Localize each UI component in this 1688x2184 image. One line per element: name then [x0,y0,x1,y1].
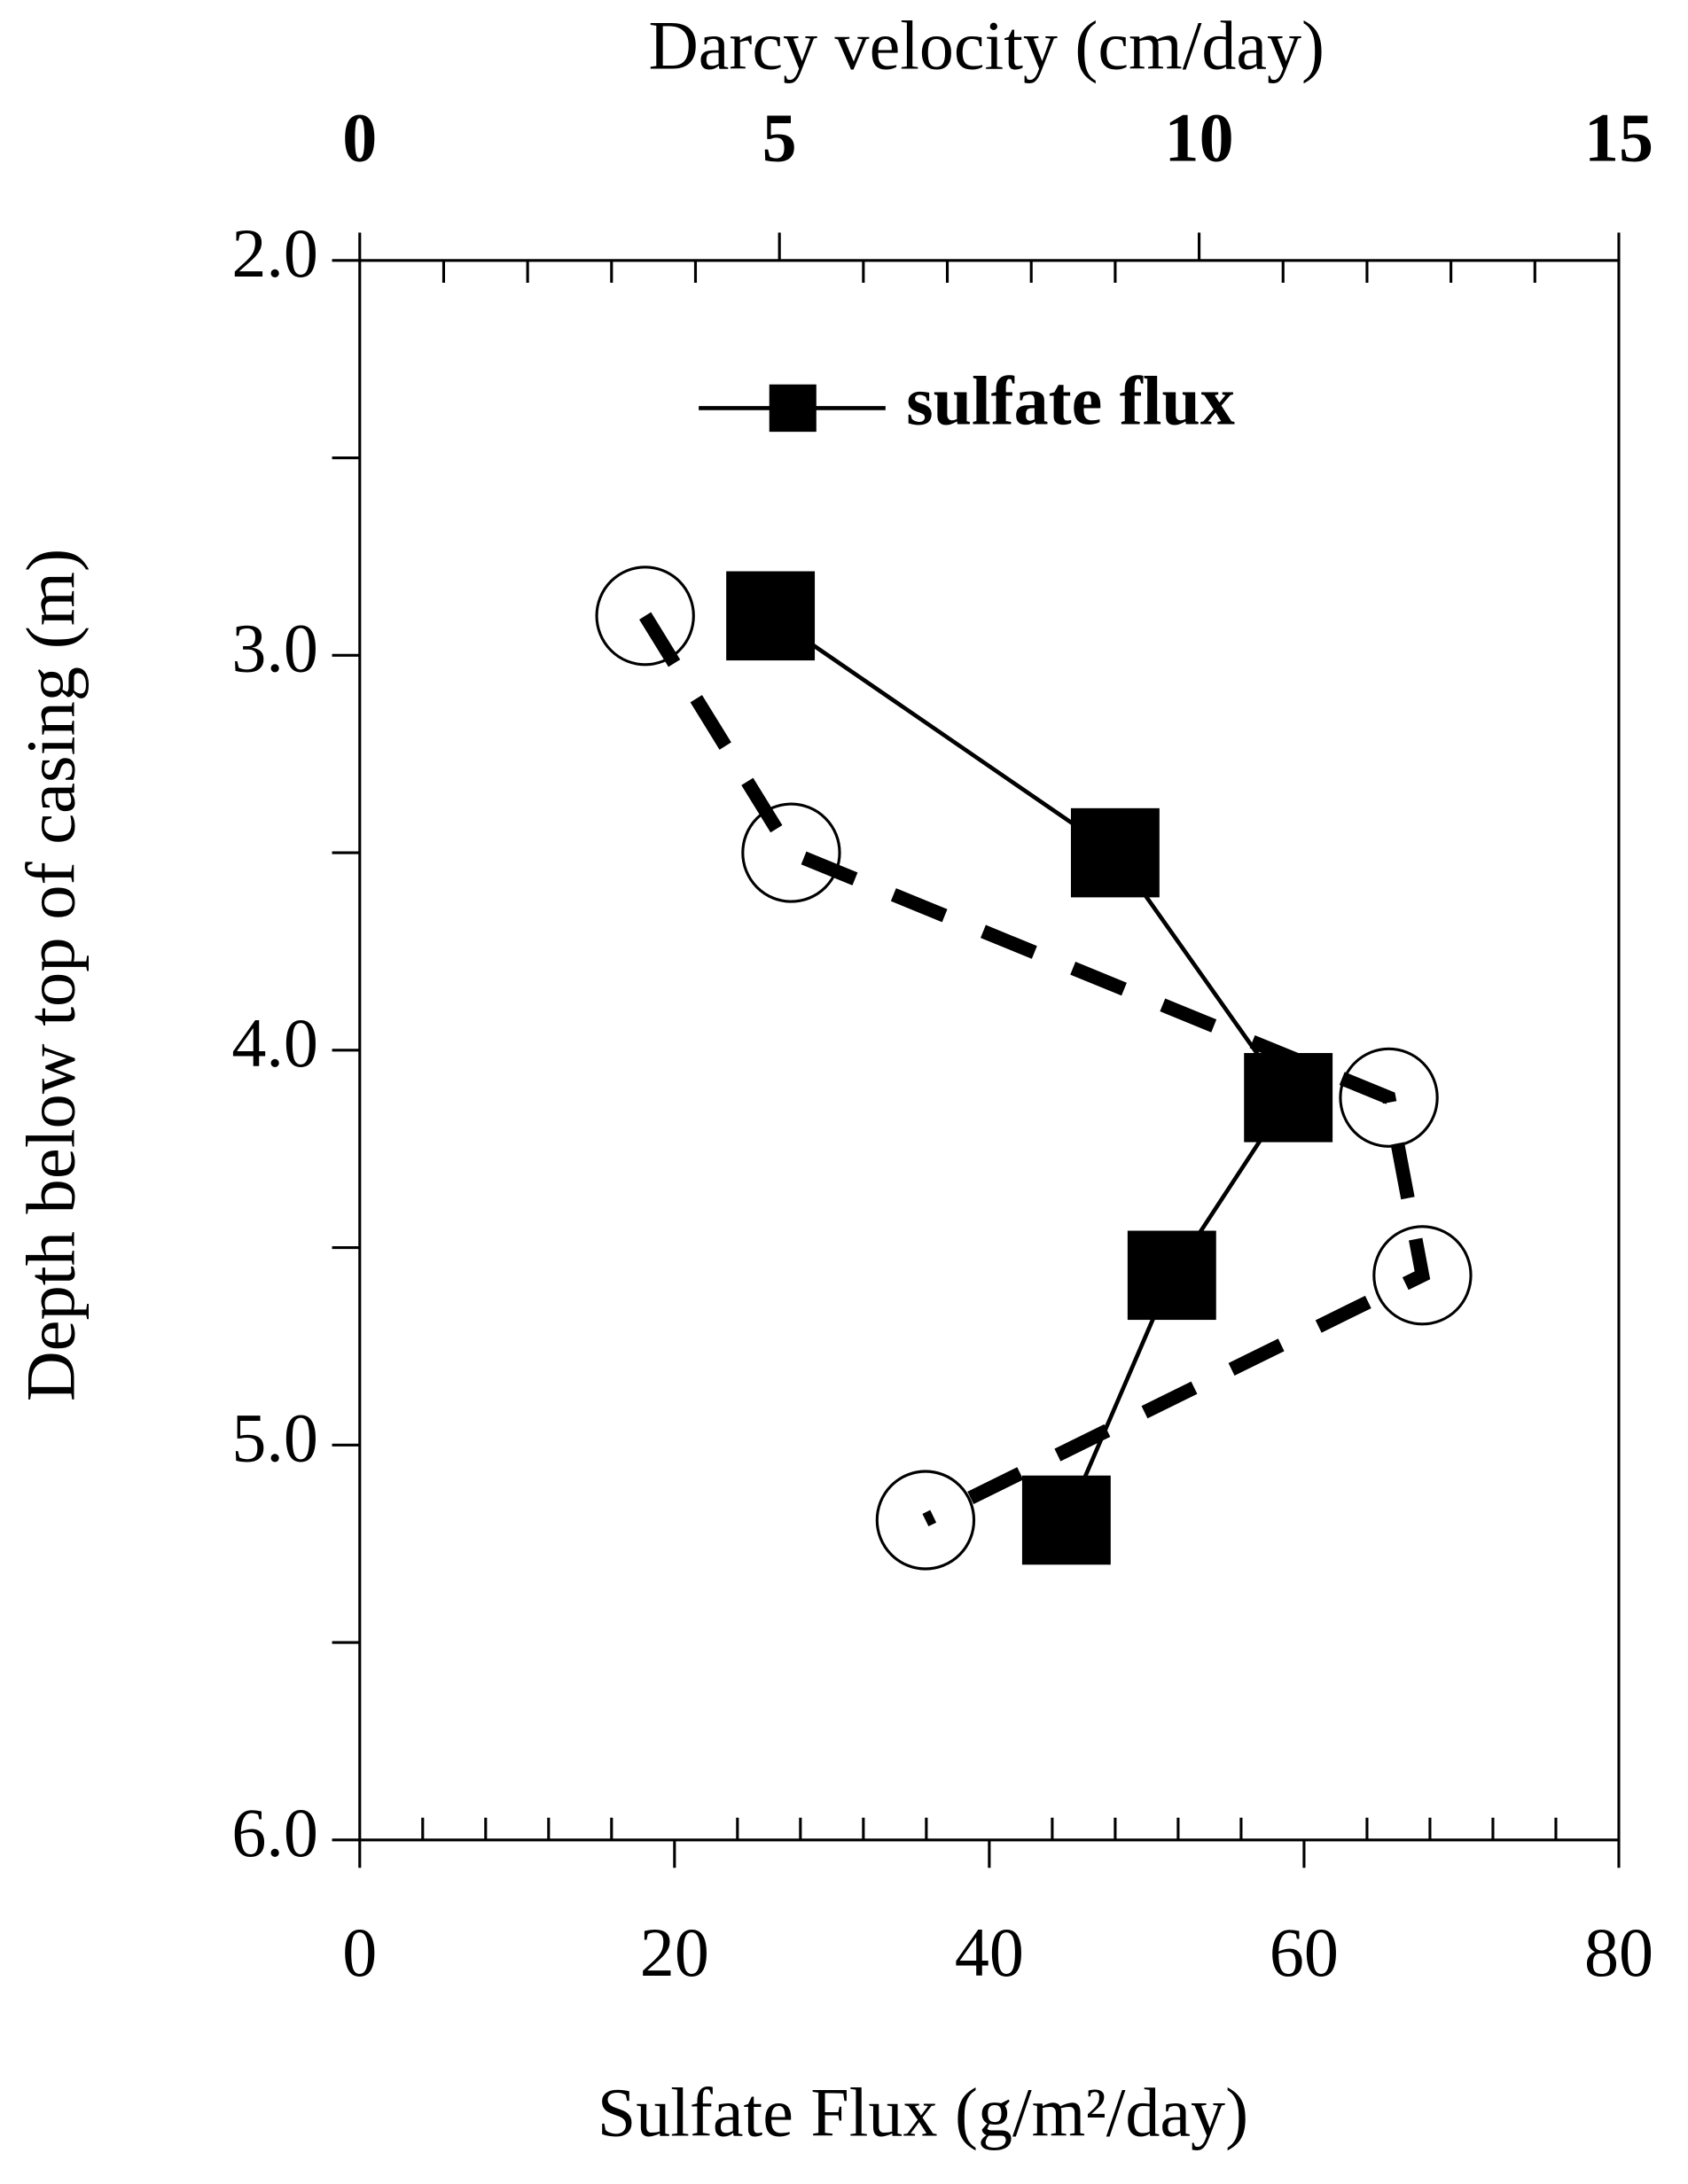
y-tick-label: 6.0 [231,1794,318,1871]
legend-marker [769,384,817,433]
circle-marker [741,802,841,903]
circle-marker [1339,1047,1439,1148]
x2-tick-label: 15 [1584,98,1653,176]
square-marker [726,571,816,661]
x-axis-title: Sulfate Flux (g/m²/day) [598,2074,1248,2151]
y-tick-label: 2.0 [231,214,318,292]
y-tick-label: 4.0 [231,1004,318,1081]
square-marker [1070,807,1160,898]
x-tick-label: 0 [342,1914,377,1991]
legend-label: sulfate flux [906,362,1235,439]
x-tick-label: 60 [1270,1914,1339,1991]
circle-marker [875,1470,976,1571]
circle-marker [1372,1225,1473,1326]
square-marker [1127,1230,1216,1321]
plot-frame [358,259,1621,1842]
x-tick-label: 20 [640,1914,709,1991]
x-tick-label: 80 [1584,1914,1653,1991]
circle-marker [595,566,695,667]
x2-tick-label: 0 [342,98,377,176]
square-marker [1244,1053,1333,1143]
series-line [639,612,1431,1527]
y-tick-label: 5.0 [231,1399,318,1476]
x2-tick-label: 10 [1165,98,1234,176]
y-tick-label: 3.0 [231,609,318,686]
square-marker [1021,1475,1111,1565]
x2-tick-label: 5 [762,98,797,176]
top-axis-title: Darcy velocity (cm/day) [648,7,1325,84]
x-tick-label: 40 [955,1914,1024,1991]
y-axis-title: Depth below top of casing (m) [12,549,90,1401]
series-line [769,613,1292,1521]
